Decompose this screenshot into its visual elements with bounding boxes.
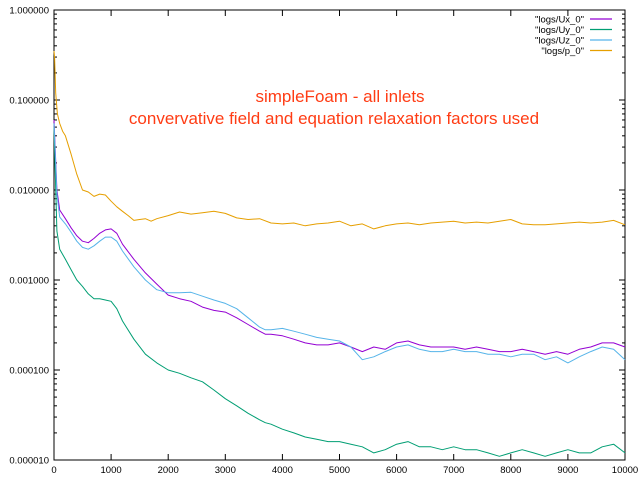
- x-axis-ticks: 0 1000 2000 3000 4000 5000 6000 7000 8000 9000 100…: [51, 10, 638, 476]
- x-tick-label: 10000: [612, 465, 638, 476]
- x-tick-label: 3000: [215, 465, 236, 476]
- y-tick-label: 0.100000: [9, 96, 49, 107]
- y-tick-label: 1.000000: [9, 6, 49, 17]
- y-tick-label: 0.001000: [9, 276, 49, 287]
- legend: "logs/Ux_0""logs/Uy_0""logs/Uz_0""logs/p…: [535, 15, 612, 57]
- annotation-line-2: convervative field and equation relaxati…: [129, 109, 539, 128]
- plot-frame: [53, 9, 626, 461]
- series-line-0: [53, 119, 626, 355]
- x-tick-label: 9000: [557, 465, 578, 476]
- x-tick-label: 6000: [386, 465, 407, 476]
- x-tick-label: 1000: [101, 465, 122, 476]
- legend-label: "logs/p_0": [541, 46, 584, 57]
- x-tick-label: 2000: [158, 465, 179, 476]
- series-lines: [53, 50, 626, 457]
- y-tick-label: 0.010000: [9, 186, 49, 197]
- y-tick-label: 0.000100: [9, 366, 49, 377]
- annotation-group: simpleFoam - all inlets convervative fie…: [129, 87, 539, 128]
- legend-label: "logs/Uy_0": [535, 25, 584, 36]
- x-tick-label: 0: [51, 465, 56, 476]
- y-axis-ticks: 0.000010 0.000100 0.001000 0.010000 0.100000…: [9, 6, 625, 467]
- legend-label: "logs/Uz_0": [535, 36, 584, 47]
- series-line-1: [53, 127, 626, 457]
- x-tick-label: 4000: [272, 465, 293, 476]
- series-line-2: [53, 123, 626, 364]
- series-line-3: [53, 50, 626, 230]
- annotation-line-1: simpleFoam - all inlets: [255, 87, 424, 106]
- legend-label: "logs/Ux_0": [535, 15, 584, 26]
- x-tick-label: 5000: [329, 465, 350, 476]
- y-tick-label: 0.000010: [9, 456, 49, 467]
- x-tick-label: 7000: [443, 465, 464, 476]
- x-tick-label: 8000: [500, 465, 521, 476]
